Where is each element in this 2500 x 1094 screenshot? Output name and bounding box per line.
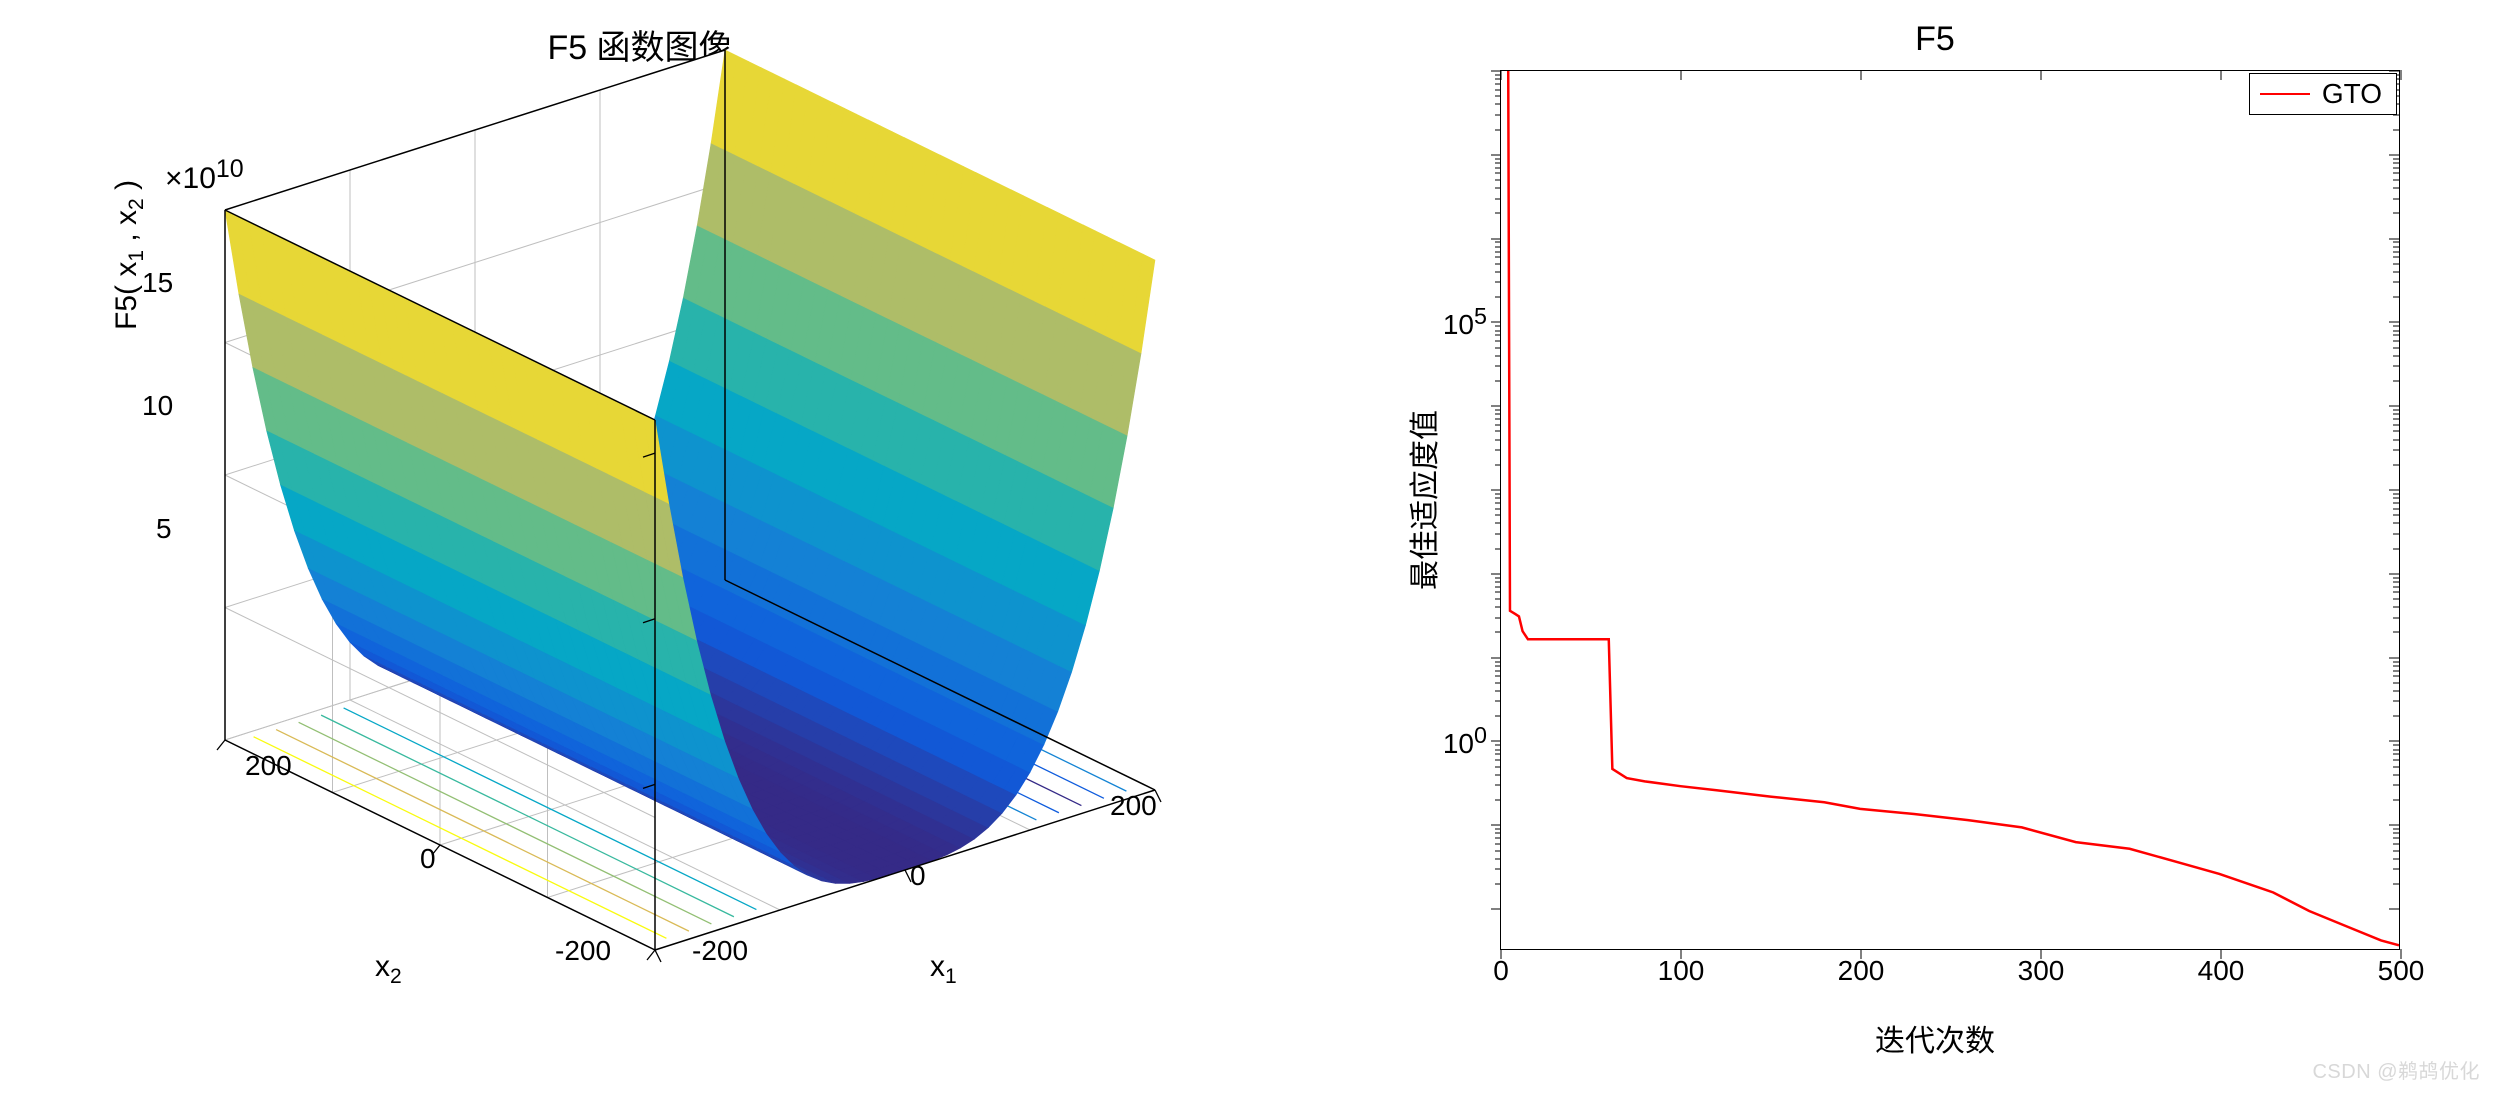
x-tick-200: 200 — [1838, 955, 1885, 987]
plot-area: 0100200300400500 100105 GTO — [1500, 70, 2400, 950]
y-tick-0: 0 — [420, 843, 436, 875]
x-tick-200: 200 — [1110, 790, 1157, 822]
z-axis-label: F5( x1 , x2 ) — [110, 180, 149, 330]
right-chart-title: F5 — [1420, 20, 2450, 59]
y-axis-label-2d: 最佳适应度值 — [1400, 410, 1444, 590]
x1-label: x1 — [930, 950, 957, 983]
y-tick-n200: -200 — [555, 935, 611, 967]
y-tick-200: 200 — [245, 750, 292, 782]
x-tick-300: 300 — [2018, 955, 2065, 987]
x-tick-400: 400 — [2198, 955, 2245, 987]
right-convergence-chart: F5 0100200300400500 100105 GTO 最佳适应度值 迭代… — [1420, 20, 2450, 1060]
x-tick-100: 100 — [1658, 955, 1705, 987]
z-tick-5: 5 — [156, 513, 172, 545]
left-3d-chart: F5 函数图像 ×1010 5 10 15 200 0 -200 -200 0 … — [40, 20, 1240, 1060]
line-svg — [1501, 71, 2399, 949]
x-axis-label-2d: 迭代次数 — [1420, 1016, 2450, 1060]
x-tick-0: 0 — [1493, 955, 1509, 987]
legend-label: GTO — [2322, 78, 2382, 110]
watermark-text: CSDN @鹈鸪优化 — [2312, 1055, 2480, 1084]
x-tick-0: 0 — [910, 860, 926, 892]
legend-swatch — [2260, 93, 2310, 95]
z-tick-10: 10 — [142, 390, 173, 422]
x-tick-500: 500 — [2378, 955, 2425, 987]
y-tick-1e0: 100 — [1443, 722, 1487, 760]
x-axis-label: x1 — [930, 950, 957, 989]
legend: GTO — [2249, 73, 2397, 115]
figure-container: F5 函数图像 ×1010 5 10 15 200 0 -200 -200 0 … — [0, 0, 2500, 1094]
y-tick-1e5: 105 — [1443, 303, 1487, 341]
x2-label: x2 — [375, 950, 402, 983]
surface-svg — [40, 20, 1240, 1060]
x-tick-n200: -200 — [692, 935, 748, 967]
y-axis-label: x2 — [375, 950, 402, 989]
gto-line — [1501, 71, 2399, 945]
